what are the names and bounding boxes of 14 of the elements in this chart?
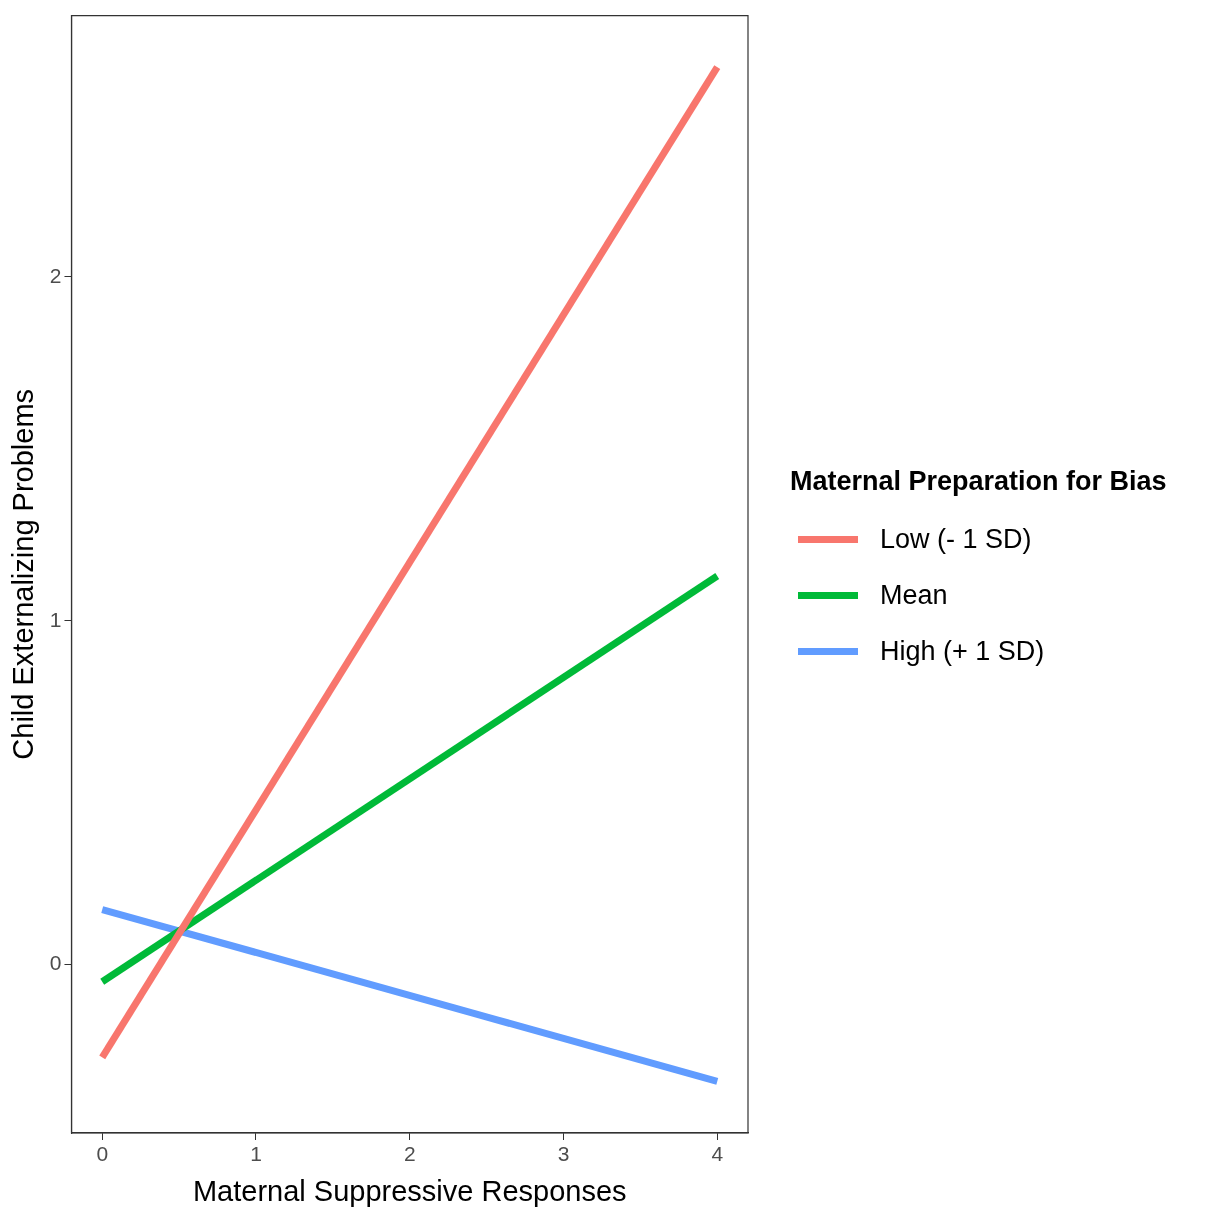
legend-label: Mean <box>880 579 948 611</box>
x-tick-label: 3 <box>557 1142 570 1166</box>
x-tick-label: 0 <box>96 1142 109 1166</box>
x-tick-label: 2 <box>403 1142 416 1166</box>
y-tick-label: 0 <box>49 951 62 975</box>
y-tick-label: 1 <box>49 607 62 631</box>
legend-title: Maternal Preparation for Bias <box>790 466 1167 497</box>
x-tick-label: 4 <box>711 1142 724 1166</box>
x-tick-label: 1 <box>250 1142 262 1166</box>
legend-label: High (+ 1 SD) <box>880 635 1045 667</box>
x-axis-title: Maternal Suppressive Responses <box>192 1174 627 1207</box>
y-axis-title: Child Externalizing Problems <box>7 388 40 760</box>
y-tick-label: 2 <box>49 263 62 287</box>
legend-label: Low (- 1 SD) <box>880 523 1032 555</box>
